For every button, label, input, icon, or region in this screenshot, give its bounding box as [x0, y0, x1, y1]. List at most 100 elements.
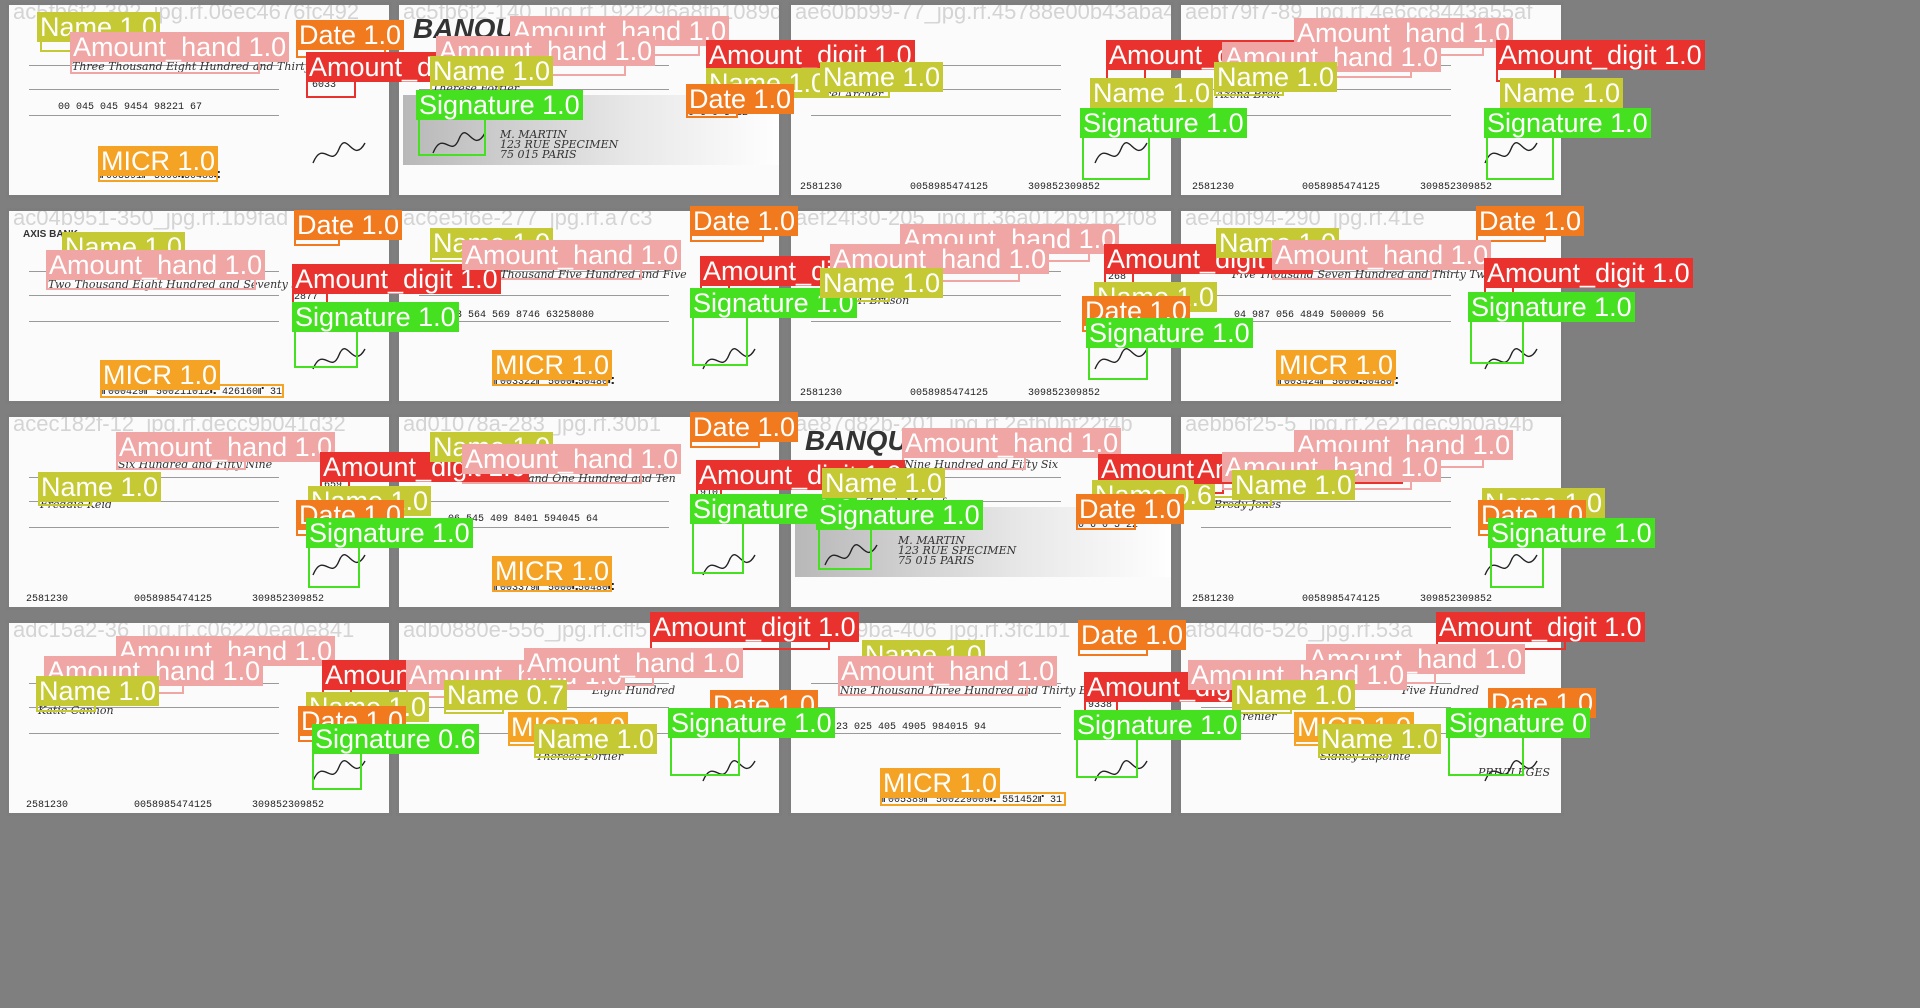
detection-box	[1448, 734, 1524, 776]
cheque-field-text: 2581230	[26, 800, 69, 811]
detection-label: Amount_hand 1.0	[70, 32, 290, 62]
detection-label: Signature 1.0	[1086, 318, 1253, 348]
signature-scribble-icon	[1484, 348, 1538, 370]
cheque-field-text: 06 545 409 8401 594045 64	[448, 514, 599, 525]
cheque-rule-line	[29, 527, 279, 528]
cheque-field-text: 2581230	[800, 182, 843, 193]
cheque-field-text: ⑈005389⑈ 500229009⑆ 551452⑈ 31	[882, 795, 1063, 806]
cheque-field-text: M. MARTIN	[898, 534, 965, 547]
detection-label: Name 1.0	[1500, 78, 1624, 108]
cheque-field-text: 309852309852	[1420, 594, 1493, 605]
detection-label: Name 1.0	[822, 468, 946, 498]
cheque-field-text: ⑈000429⑈ 500211012⑆ 426160⑈ 31	[102, 387, 283, 398]
signature-scribble-icon	[702, 554, 756, 576]
detection-box	[308, 544, 360, 588]
detection-label: Date 1.0	[1476, 206, 1585, 236]
image-filename: acec182f-12_jpg.rf.decc9b041d32	[13, 414, 346, 436]
cheque-field-text: 0058985474125	[910, 182, 989, 193]
signature-scribble-icon	[312, 142, 366, 164]
cheque-field-text: 6033	[312, 80, 337, 91]
signature-scribble-icon	[312, 760, 366, 782]
detection-label: MICR 1.0	[492, 350, 613, 380]
cheque-field-text: Three Thousand Eight Hundred and Thirty …	[72, 60, 348, 73]
detection-label: Date 1.0	[686, 84, 795, 114]
cheque-field-text: 0058985474125	[910, 388, 989, 399]
detection-label: Name 1.0	[820, 62, 944, 92]
cheque-field-text: 9338	[1088, 700, 1113, 711]
detection-box	[294, 328, 358, 368]
detection-box	[1490, 544, 1544, 588]
cheque-field-text: 659	[324, 480, 342, 491]
cheque-rule-line	[29, 115, 279, 116]
cheque-field-text: 23 025 405 4905 984015 94	[836, 722, 987, 733]
detection-label: Amount_hand 1.0	[46, 250, 266, 280]
detection-label: Date 1.0	[294, 210, 403, 240]
detection-label: Date 1.0	[1076, 494, 1185, 524]
detection-box	[692, 520, 744, 574]
detection-label: Name 1.0	[1232, 470, 1356, 500]
cheque-field-text: 23 564 569 8746 63258080	[450, 310, 595, 321]
signature-scribble-icon	[1484, 142, 1538, 164]
detection-label: Date 1.0	[296, 20, 405, 50]
image-filename: adb0880e-556_jpg.rf.cff5	[403, 620, 648, 642]
detection-label: Amount_digit 1.0	[1496, 40, 1705, 70]
cheque-rule-line	[419, 321, 669, 322]
image-filename: ae60bb99-77_jpg.rf.45788e00b43aba4f84e	[795, 2, 1171, 24]
cheque-rule-line	[1201, 295, 1451, 296]
cheque-field-text: 309852309852	[1028, 388, 1101, 399]
cheque-rule-line	[419, 89, 669, 90]
detection-label: MICR 1.0	[1276, 350, 1397, 380]
cheque-field-text: 2581230	[800, 388, 843, 399]
signature-scribble-icon	[1094, 348, 1148, 370]
cheque-rule-line	[811, 115, 1061, 116]
cheque-field-text: 910	[700, 488, 718, 499]
detection-box	[1076, 736, 1138, 778]
detection-box	[818, 526, 872, 570]
detection-label: Amount_digit 1.0	[650, 612, 859, 642]
cheque-rule-line	[29, 89, 279, 90]
detection-label: MICR 1.0	[100, 360, 221, 390]
cheque-rule-line	[1201, 527, 1451, 528]
image-filename: aead59ba-406_jpg.rf.3fc1b1	[795, 620, 1071, 642]
detection-label: Date 1.0	[690, 412, 799, 442]
image-filename: ac6e5f6e-277_jpg.rf.a7c3	[403, 208, 653, 230]
bank-logo-text: AXIS BANK	[23, 229, 79, 240]
cheque-field-text: ⑈003591⑈ 5000⑆50480⑆	[100, 171, 221, 182]
image-filename: af8d4d6-526_jpg.rf.53a	[1185, 620, 1413, 642]
cheque-field-text: 309852309852	[252, 594, 325, 605]
cheque-rule-line	[419, 527, 669, 528]
cheque-rule-line	[29, 321, 279, 322]
cheque-field-text: Nine Hundred and Fifty Six	[904, 458, 1059, 471]
detection-label: Amount_hand 1.0	[462, 444, 682, 474]
cheque-field-text: ⑈003424⑈ 5000⑆50480⑆	[1278, 377, 1399, 388]
cheque-field-text: 268	[1108, 272, 1127, 283]
cheque-rule-line	[1201, 321, 1451, 322]
cheque-rule-line	[29, 707, 279, 708]
cheque-field-text: 0 6 0 5 22	[1078, 520, 1139, 531]
cheque-rule-line	[811, 733, 1061, 734]
cheque-rule-line	[419, 295, 669, 296]
cheque-field-text: 0058985474125	[134, 594, 213, 605]
cheque-field-text: 00 045 045 9454 98221 67	[58, 102, 203, 113]
detection-label: MICR 1.0	[880, 768, 1001, 798]
cheque-field-text: 309852309852	[1420, 182, 1493, 193]
detection-label: Amount_hand 1.0	[902, 428, 1122, 458]
detection-label: Date 1.0	[1078, 620, 1187, 650]
detection-label: Name 1.0	[430, 56, 554, 86]
detection-label: Amount_hand 1.0	[462, 240, 682, 270]
image-filename: ad01078a-283_jpg.rf.30b1	[403, 414, 662, 436]
detection-label: Date 1.0	[690, 206, 799, 236]
detection-label: Signature 0	[1446, 708, 1591, 738]
detection-label: Signature 1.0	[306, 518, 473, 548]
detection-label: Signature 1.0	[668, 708, 835, 738]
signature-scribble-icon	[1484, 554, 1538, 576]
signature-scribble-icon	[1094, 142, 1148, 164]
cheque-field-text: 2581230	[1192, 594, 1235, 605]
cheque-field-text: Five Hundred	[1402, 684, 1479, 697]
signature-scribble-icon	[1094, 760, 1148, 782]
detection-box	[1470, 318, 1524, 364]
detection-label: Signature 1.0	[816, 500, 983, 530]
detection-box	[692, 314, 748, 366]
cheque-rule-line	[1201, 271, 1451, 272]
detection-box	[1486, 134, 1554, 180]
